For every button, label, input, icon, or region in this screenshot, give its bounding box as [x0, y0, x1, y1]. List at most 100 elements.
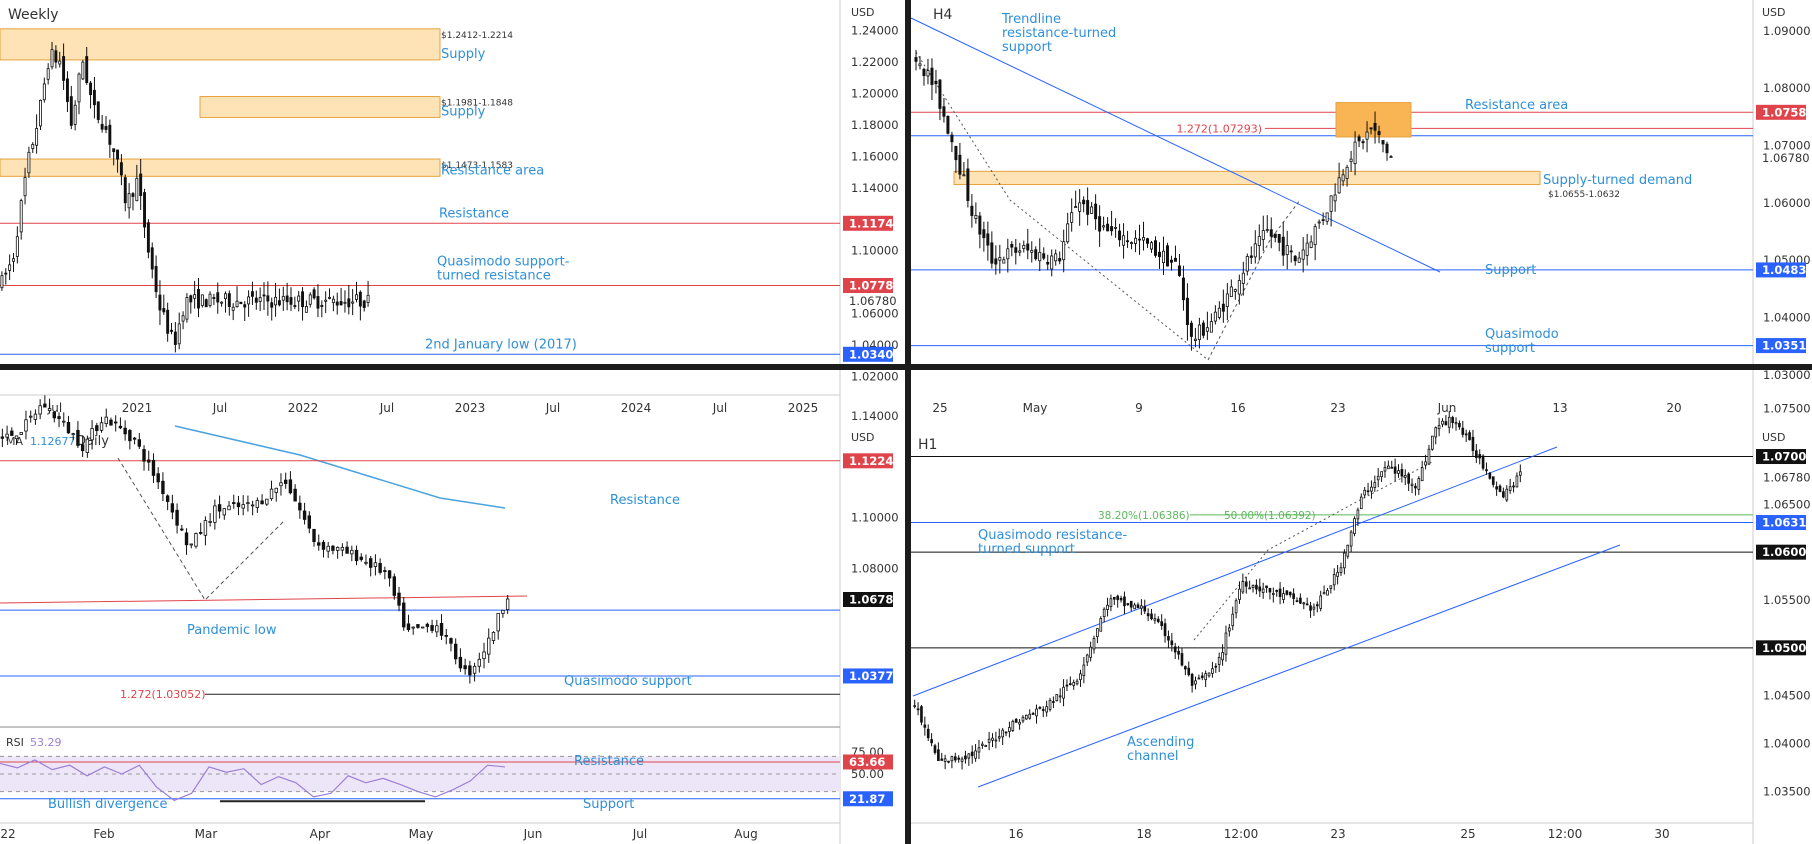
h1-candle — [1234, 598, 1238, 619]
candle-body — [1387, 465, 1390, 470]
h1-candle — [1353, 516, 1356, 537]
candle-body — [158, 294, 162, 311]
h1-candle — [1184, 665, 1187, 676]
candle-body — [1265, 585, 1268, 589]
h4-candle — [1130, 241, 1134, 250]
candle-body — [24, 419, 28, 432]
weekly-candle — [212, 293, 216, 306]
weekly-candle — [351, 288, 355, 316]
h1-y-tick: 1.06780 — [1763, 471, 1811, 485]
h1-price-tag-bg — [1756, 640, 1806, 656]
daily-x-tick-line: Apr — [310, 827, 331, 841]
h4-candle — [994, 245, 998, 275]
candle-body — [1231, 613, 1235, 627]
h4-x-tick-line: May — [1023, 401, 1048, 415]
candle-body — [1008, 727, 1011, 732]
candle-body — [1194, 680, 1197, 685]
candle-body — [1373, 122, 1377, 131]
candle-body — [1119, 597, 1123, 601]
candle-body — [482, 651, 486, 659]
candle-body — [293, 305, 297, 307]
candle-body — [1381, 140, 1385, 145]
daily-sloped-line — [0, 595, 528, 604]
h1-x-tick-line: 16 — [1008, 827, 1023, 841]
candle-body — [1022, 244, 1026, 249]
weekly-candle — [131, 192, 135, 211]
candle-body — [1229, 286, 1233, 298]
candle-body — [1153, 618, 1157, 621]
weekly-candle — [15, 226, 19, 264]
h4-candle — [1373, 111, 1377, 144]
h1-candle — [1167, 630, 1170, 649]
candle-body — [913, 705, 917, 708]
daily-chart-panel: MA 1.12677 Daily USD1.140001.100001.080001.… — [0, 370, 901, 844]
candle-body — [1224, 632, 1228, 655]
weekly-candle — [254, 290, 258, 310]
weekly-price-tag: 1.03400 — [843, 346, 901, 362]
h1-x-tick: 25 — [1460, 827, 1475, 841]
h4-candle — [1082, 196, 1086, 213]
candle-body — [339, 301, 343, 306]
h1-y-tick-line: 1.05500 — [1763, 593, 1811, 607]
daily-candle — [463, 658, 467, 675]
candle-body — [1109, 598, 1113, 607]
daily-candle — [420, 626, 425, 629]
h4-x-tick: 13 — [1552, 401, 1567, 415]
candle-body — [987, 738, 991, 743]
weekly-candle — [89, 81, 93, 109]
h1-candle — [1160, 614, 1164, 630]
h1-candle — [1163, 618, 1167, 643]
candle-body — [270, 302, 274, 308]
h1-candle — [1271, 587, 1275, 603]
daily-candle — [293, 484, 297, 502]
candle-body — [143, 192, 146, 228]
weekly-candle — [39, 99, 42, 130]
weekly-x-tick: 2025 — [788, 401, 819, 415]
weekly-zone-range-line: $1.1473-1.1583 — [441, 161, 513, 171]
h1-candle — [1495, 481, 1498, 496]
candle-body — [1133, 604, 1136, 610]
candle-body — [198, 532, 203, 534]
h4-dotted-path — [915, 51, 1209, 361]
h4-candle — [1333, 183, 1337, 212]
candle-body — [193, 294, 197, 299]
candle-body — [173, 331, 177, 345]
h1-candle — [1458, 420, 1461, 430]
weekly-candle — [127, 183, 131, 219]
rsi-divergence-label: Bullish divergence — [48, 797, 167, 812]
daily-candle — [435, 619, 439, 638]
candle-body — [227, 505, 231, 511]
daily-candle — [28, 410, 33, 423]
weekly-zone-label: Supply — [441, 47, 486, 62]
candle-body — [1377, 131, 1381, 136]
h4-price-tag: 1.06780 — [1762, 151, 1810, 165]
h4-price-tag-bg — [1756, 262, 1806, 278]
h1-candle — [1468, 430, 1471, 441]
candle-body — [1414, 485, 1417, 489]
h1-candle — [1173, 642, 1177, 660]
candle-body — [1261, 588, 1265, 593]
weekly-zone-label-line: Supply — [441, 47, 486, 62]
candle-body — [1447, 416, 1451, 428]
h1-candle — [1359, 493, 1363, 510]
candle-body — [1289, 250, 1293, 253]
h1-candle — [940, 752, 944, 761]
h1-x-tick-line: 23 — [1330, 827, 1345, 841]
weekly-candle — [65, 71, 69, 112]
candle-body — [1495, 486, 1498, 490]
h1-chart-panel: H1 USD 1.07500 1.06780 1.06500 1.05500 1.04500… — [911, 370, 1812, 844]
h1-candle — [916, 702, 920, 716]
daily-ma-value: 1.12677 — [30, 435, 76, 448]
daily-candle — [128, 429, 132, 450]
daily-candle — [335, 546, 340, 559]
h4-candle — [1341, 168, 1345, 187]
weekly-candle — [197, 277, 200, 318]
weekly-price-tag-text: 1.07780 — [849, 278, 901, 292]
candle-body — [35, 128, 39, 146]
candle-body — [1359, 496, 1363, 510]
h1-candle — [1261, 582, 1265, 599]
candle-body — [109, 419, 113, 426]
weekly-y-tick-line: 1.22000 — [851, 55, 899, 69]
h1-candle — [1244, 576, 1248, 594]
candle-body — [1357, 136, 1361, 142]
